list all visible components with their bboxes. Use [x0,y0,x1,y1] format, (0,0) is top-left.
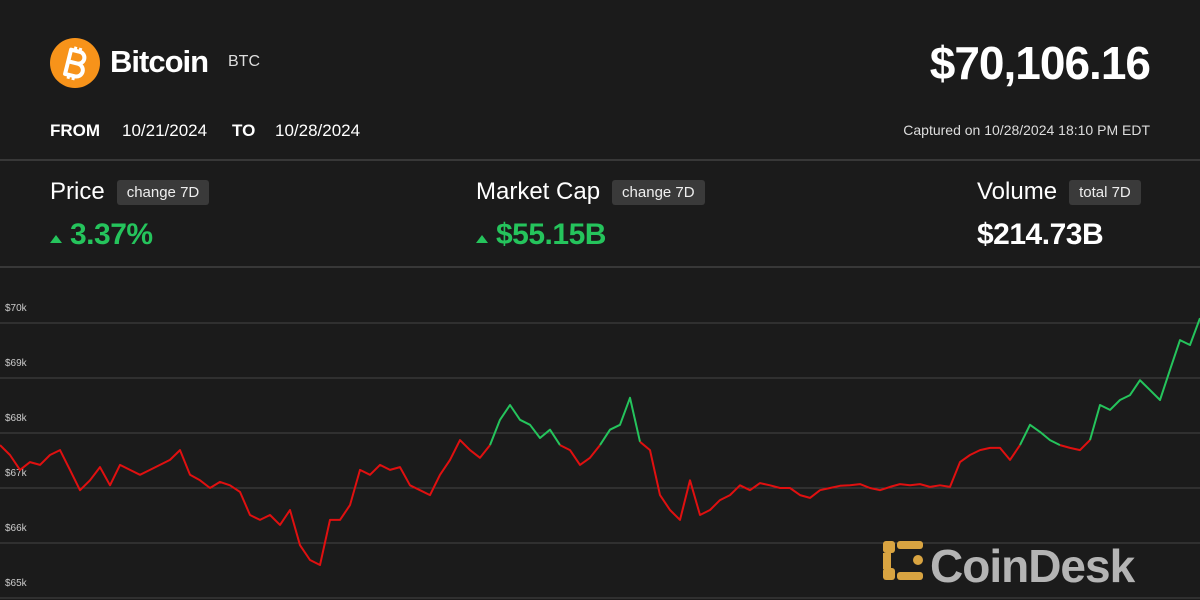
price-line-piece [1019,423,1061,446]
stat: Price change 7D 3.37% [50,178,210,252]
stat-row: $214.73B [977,218,1141,252]
y-tick-label: $68k [5,413,28,424]
stat-head: Price change 7D [50,178,210,206]
up-arrow [50,235,62,243]
stat-label: Price [50,178,105,205]
asset-symbol: BTC [228,53,260,70]
asset-name: Bitcoin [110,44,209,79]
stat-head: Volume total 7D [977,178,1141,206]
price-line-piece [639,441,1021,521]
y-tick-label: $70k [5,303,28,314]
price-line-piece [0,439,491,566]
y-tick-label: $66k [5,523,28,534]
stat-value: 3.37% [70,218,153,251]
y-tick-label: $67k [5,468,28,479]
stat-label: Volume [977,178,1058,205]
watermark-logo [883,541,923,580]
price-line-piece [1059,439,1091,452]
grid: $65k $66k $67k $68k $69k $70k [0,303,1200,599]
price-line-piece [599,396,641,446]
from-date: 10/21/2024 [122,121,208,140]
stat: Market Cap change 7D $55.15B [476,178,705,252]
stat-row: 3.37% [50,218,209,252]
y-tick-label: $65k [5,578,28,589]
stat-row: $55.15B [476,218,705,252]
stat-value: $214.73B [977,218,1104,251]
stat-label: Market Cap [476,178,601,205]
stat-tag: total 7D [1069,179,1141,205]
stat: Volume total 7D $214.73B [977,178,1141,252]
current-price: $70,106.16 [929,37,1151,89]
watermark: CoinDesk [930,540,1136,592]
y-tick-label: $69k [5,358,28,369]
to-label: TO [232,121,256,140]
stat-tag: change 7D [612,179,705,205]
bitcoin-logo [50,38,100,88]
price-line-piece [489,404,561,446]
price-line [0,317,1200,566]
to-date: 10/28/2024 [275,121,361,140]
stat-value: $55.15B [496,218,606,251]
stat-head: Market Cap change 7D [476,178,705,206]
price-line-piece [559,444,601,466]
stat-tag: change 7D [116,179,210,205]
price-line-piece [1089,317,1200,441]
up-arrow [476,235,488,243]
captured-time: Captured on 10/28/2024 18:10 PM EDT [903,122,1150,138]
from-label: FROM [50,121,101,140]
